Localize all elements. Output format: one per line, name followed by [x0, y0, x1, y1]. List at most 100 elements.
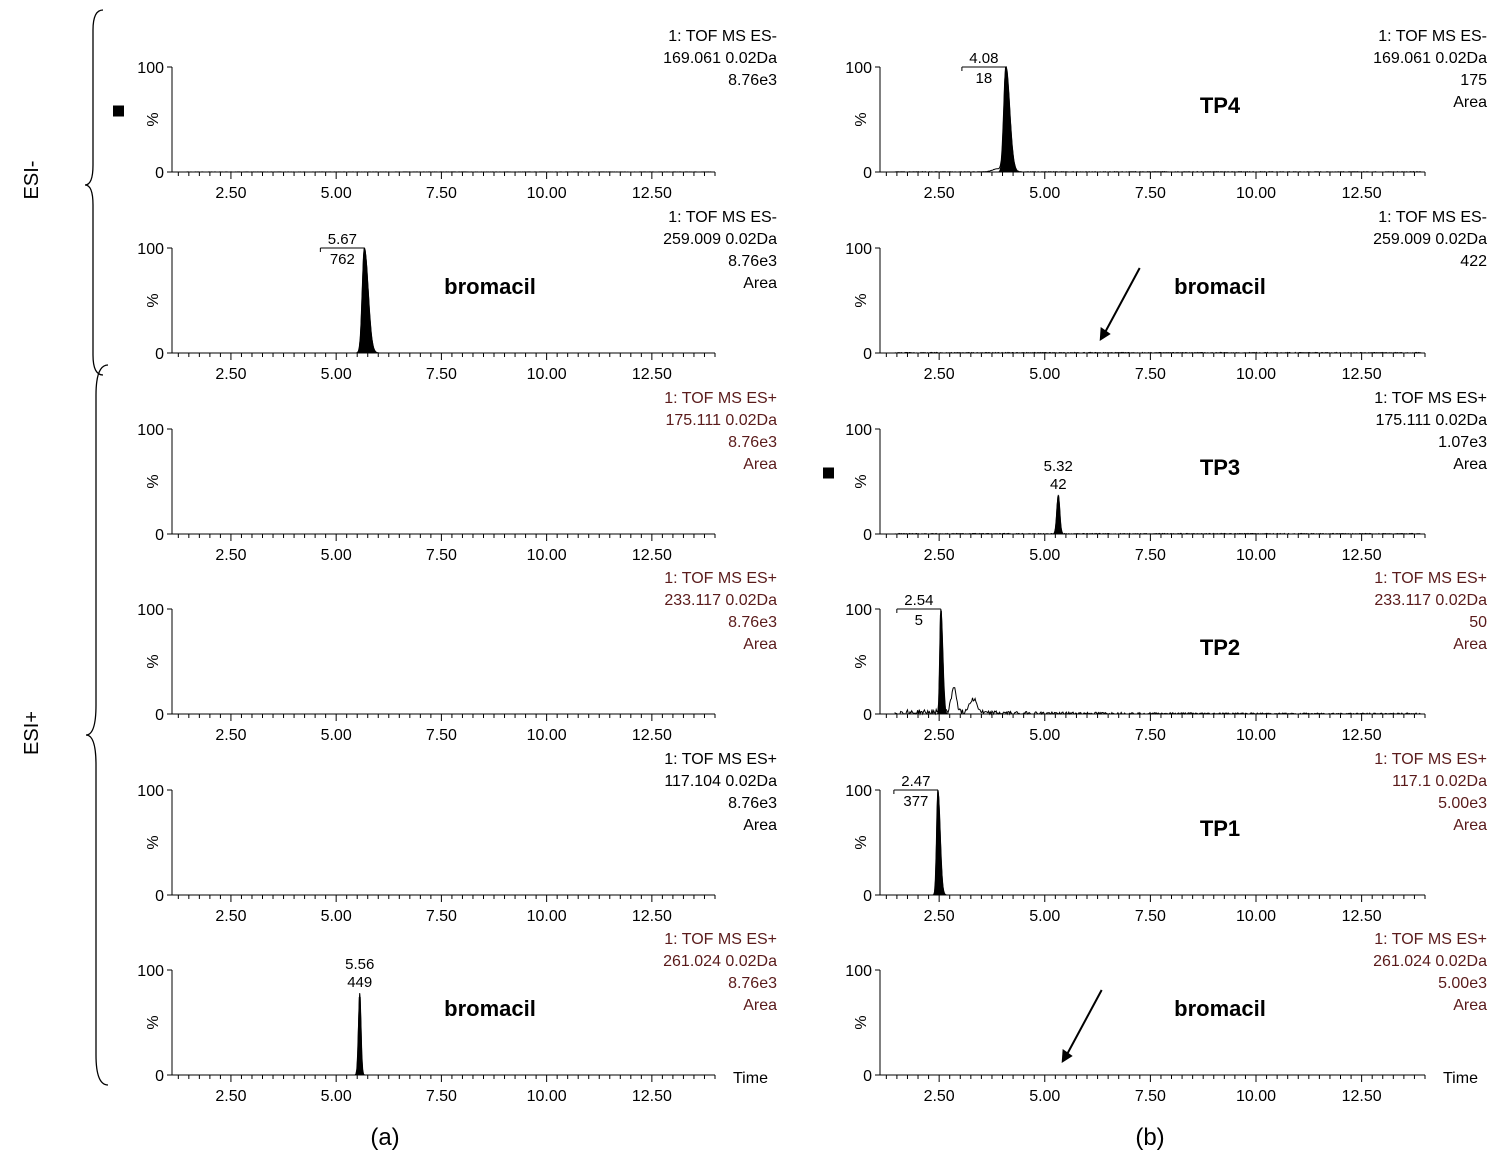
x-tick-label: 10.00 — [1236, 366, 1276, 383]
trace-area — [895, 67, 1421, 172]
y-tick-label-100: 100 — [137, 60, 164, 77]
y-axis-label: % — [145, 474, 162, 488]
y-axis-label: % — [853, 654, 870, 668]
trace-header-line: 8.76e3 — [728, 253, 777, 270]
marker-square — [113, 105, 124, 117]
y-axis-label: % — [853, 835, 870, 849]
trace-header-line: 175.111 0.02Da — [1376, 412, 1488, 429]
trace-header-line: 169.061 0.02Da — [1373, 50, 1487, 67]
compound-label: bromacil — [1174, 274, 1266, 299]
x-tick-label: 12.50 — [632, 366, 672, 383]
x-tick-label: 7.50 — [426, 185, 457, 202]
y-tick-label-100: 100 — [137, 963, 164, 980]
trace-header-line: 1: TOF MS ES+ — [1374, 931, 1487, 948]
trace-line — [894, 351, 1422, 354]
trace-header-line: 233.117 0.02Da — [1374, 592, 1487, 609]
y-axis-label: % — [145, 654, 162, 668]
x-tick-label: 7.50 — [426, 908, 457, 925]
trace-header-line: Area — [1453, 636, 1487, 653]
trace-header-line: 175 — [1460, 72, 1487, 89]
peak-fill — [933, 789, 947, 896]
x-tick-label: 2.50 — [215, 1088, 246, 1105]
trace-header-line: 259.009 0.02Da — [663, 231, 777, 248]
x-tick-label: 12.50 — [632, 1088, 672, 1105]
trace-header-line: Area — [743, 456, 777, 473]
x-tick-label: 5.00 — [321, 1088, 352, 1105]
trace-header-line: 259.009 0.02Da — [1373, 231, 1487, 248]
trace-header-line: Area — [1453, 817, 1487, 834]
trace-header-line: 422 — [1460, 253, 1487, 270]
trace-header-line: Area — [1453, 456, 1487, 473]
marker-square — [823, 467, 834, 479]
y-tick-label-100: 100 — [845, 422, 872, 439]
y-axis-label: % — [145, 1015, 162, 1029]
chromatogram-b-3: 100 0% 2.50 5.00 7.50 10.00 12.50 2.54 5 1: TOF M… — [845, 570, 1487, 744]
x-tick-label: 12.50 — [1342, 908, 1382, 925]
x-tick-label: 10.00 — [1236, 727, 1276, 744]
x-tick-label: 2.50 — [215, 727, 246, 744]
arrow-head — [1099, 327, 1111, 341]
y-tick-label-100: 100 — [137, 422, 164, 439]
y-axis-label: % — [853, 1015, 870, 1029]
x-tick-label: 2.50 — [215, 185, 246, 202]
peak-fill — [355, 992, 366, 1076]
x-tick-label: 2.50 — [924, 366, 955, 383]
peak-rt-label: 5.67 — [328, 231, 357, 248]
figure-decorations: ESI- ESI+ (a) (b) — [21, 9, 1165, 1151]
peak-area-label: 762 — [330, 251, 355, 268]
brace-esi-pos — [85, 364, 109, 1086]
trace-header-line: 1: TOF MS ES- — [1378, 28, 1487, 45]
x-tick-label: 7.50 — [426, 366, 457, 383]
chromatogram-b-0: 100 0% 2.50 5.00 7.50 10.00 12.50 4.08 18 1: TOF … — [845, 28, 1487, 202]
trace-header-line: Area — [1453, 997, 1487, 1014]
x-tick-label: 5.00 — [321, 727, 352, 744]
peak-area-label: 377 — [903, 793, 928, 810]
panel-label-a: (a) — [370, 1124, 399, 1151]
peak-area-label: 5 — [915, 612, 923, 629]
y-tick-label-0: 0 — [155, 707, 164, 724]
y-axis-label: % — [145, 293, 162, 307]
x-tick-label: 5.00 — [1029, 727, 1060, 744]
trace-header-line: 1: TOF MS ES+ — [664, 931, 777, 948]
mode-label-esi-pos: ESI+ — [21, 711, 43, 755]
peak-fill — [998, 66, 1020, 173]
x-tick-label: 5.00 — [321, 908, 352, 925]
y-tick-label-0: 0 — [863, 346, 872, 363]
x-tick-label: 7.50 — [1135, 1088, 1166, 1105]
x-tick-label: 5.00 — [1029, 185, 1060, 202]
x-tick-label: 5.00 — [1029, 1088, 1060, 1105]
x-tick-label: 7.50 — [426, 1088, 457, 1105]
x-tick-label: 2.50 — [215, 908, 246, 925]
trace-header-line: 117.1 0.02Da — [1392, 773, 1487, 790]
trace-header-line: 8.76e3 — [728, 72, 777, 89]
trace-header-line: 50 — [1469, 614, 1487, 631]
trace-header-line: 1: TOF MS ES+ — [1374, 570, 1487, 587]
x-tick-label: 2.50 — [924, 1088, 955, 1105]
trace-header-line: 1: TOF MS ES+ — [664, 570, 777, 587]
brace-esi-neg — [84, 9, 104, 376]
y-tick-label-0: 0 — [155, 165, 164, 182]
compound-label: TP1 — [1200, 816, 1240, 841]
trace-header-line: 1: TOF MS ES+ — [664, 390, 777, 407]
trace-area — [895, 496, 1421, 534]
arrow-line — [1103, 267, 1141, 334]
y-tick-label-100: 100 — [845, 783, 872, 800]
trace-header-line: 117.104 0.02Da — [664, 773, 777, 790]
x-tick-label: 5.00 — [1029, 366, 1060, 383]
trace-header-line: Area — [743, 817, 777, 834]
x-tick-label: 10.00 — [527, 366, 567, 383]
chromatogram-a-2: 100 0% 2.50 5.00 7.50 10.00 12.50 1: TOF MS ES+… — [137, 390, 777, 564]
x-tick-label: 2.50 — [924, 727, 955, 744]
y-tick-label-0: 0 — [863, 527, 872, 544]
x-tick-label: 2.50 — [215, 547, 246, 564]
peak-fill — [937, 608, 948, 715]
x-tick-label: 7.50 — [1135, 366, 1166, 383]
compound-label: TP2 — [1200, 635, 1240, 660]
y-tick-label-0: 0 — [863, 888, 872, 905]
arrow-line — [1065, 989, 1103, 1056]
trace-line — [894, 610, 1422, 716]
y-tick-label-0: 0 — [863, 707, 872, 724]
peak-rt-label: 2.47 — [901, 773, 930, 790]
x-tick-label: 7.50 — [426, 547, 457, 564]
